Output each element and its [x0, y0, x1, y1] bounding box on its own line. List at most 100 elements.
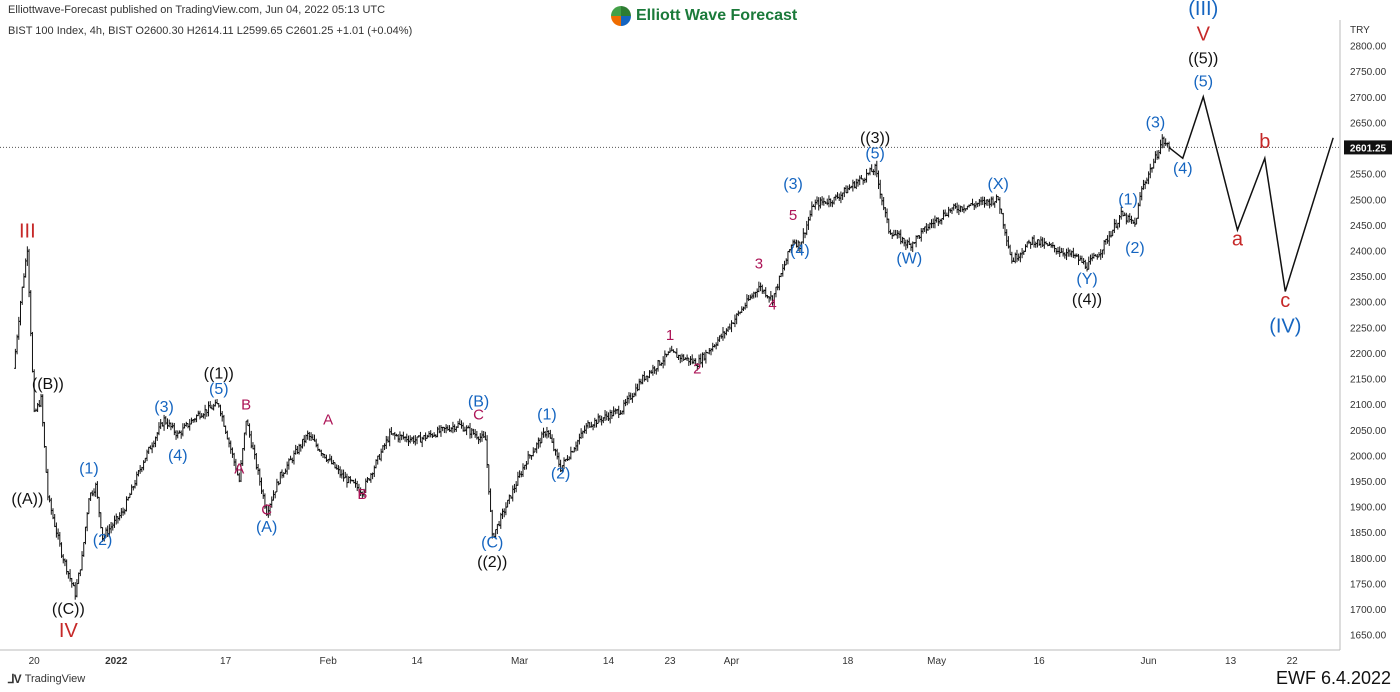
y-tick-label: 2350.00	[1350, 272, 1387, 283]
wave-label: (4)	[790, 243, 810, 260]
y-tick-label: 2500.00	[1350, 195, 1387, 206]
tradingview-logo: ⅃V TradingView	[8, 672, 85, 686]
wave-label: 3	[755, 255, 763, 272]
y-tick-label: 2800.00	[1350, 42, 1387, 53]
wave-label: ((3))	[860, 130, 890, 147]
wave-label: ((2))	[477, 554, 507, 571]
wave-label: (4)	[1173, 161, 1193, 178]
x-tick-label: 22	[1287, 656, 1299, 667]
y-tick-label: 1700.00	[1350, 605, 1387, 616]
y-tick-label: 2550.00	[1350, 170, 1387, 181]
wave-label: (5)	[1193, 74, 1213, 91]
y-tick-label: 1750.00	[1350, 579, 1387, 590]
y-tick-label: 2050.00	[1350, 426, 1387, 437]
wave-label: (2)	[93, 532, 113, 549]
x-tick-label: Feb	[320, 656, 338, 667]
x-tick-label: 23	[664, 656, 676, 667]
brand-name: Elliott Wave Forecast	[636, 7, 798, 24]
y-tick-label: 2250.00	[1350, 323, 1387, 334]
x-tick-label: 14	[411, 656, 423, 667]
wave-label: (Y)	[1076, 271, 1097, 288]
y-tick-label: 1800.00	[1350, 554, 1387, 565]
wave-label: ((4))	[1072, 291, 1102, 308]
last-price-tag	[1344, 140, 1392, 155]
wave-label: (IV)	[1269, 315, 1301, 337]
publish-info: Elliottwave-Forecast published on Tradin…	[8, 4, 386, 16]
wave-label: ((C))	[52, 601, 85, 618]
wave-label: B	[241, 396, 251, 413]
wave-label: A	[323, 412, 333, 429]
wave-label: (2)	[1125, 240, 1145, 257]
wave-label: (1)	[1118, 191, 1138, 208]
x-tick-label: Mar	[511, 656, 529, 667]
y-tick-label: 2650.00	[1350, 118, 1387, 129]
x-tick-label: 14	[603, 656, 615, 667]
tradingview-icon: ⅃V	[8, 672, 22, 686]
x-tick-label: 17	[220, 656, 232, 667]
y-tick-label: 1900.00	[1350, 503, 1387, 514]
wave-label: (1)	[537, 407, 557, 424]
wave-label: (3)	[783, 176, 803, 193]
y-tick-label: 1850.00	[1350, 528, 1387, 539]
wave-label: 2	[693, 360, 701, 377]
y-tick-label: 2000.00	[1350, 451, 1387, 462]
wave-label: (2)	[551, 465, 571, 482]
wave-label: C	[261, 501, 272, 518]
wave-label: ((5))	[1188, 51, 1218, 68]
ewf-logo-icon	[611, 6, 631, 26]
wave-label: 4	[768, 296, 776, 313]
y-tick-label: 2200.00	[1350, 349, 1387, 360]
wave-label: (X)	[987, 176, 1008, 193]
wave-label: (3)	[154, 399, 174, 416]
y-tick-label: 2700.00	[1350, 93, 1387, 104]
currency-label: TRY	[1350, 25, 1370, 36]
wave-label: A	[234, 460, 244, 477]
axes: 1650.00 1700.00 1750.00 1800.00 1850.00 1900.…	[0, 20, 1392, 667]
y-tick-label: 1650.00	[1350, 631, 1387, 642]
wave-label: (W)	[896, 250, 922, 267]
wave-label: ((A))	[11, 491, 43, 508]
wave-label: B	[357, 486, 367, 503]
wave-labels: III((B))((A))((C))IV(1)(2)(3)(4)((1))(5)…	[11, 0, 1301, 642]
wave-label: (A)	[256, 519, 277, 536]
wave-label: ((1))	[204, 366, 234, 383]
symbol-info: BIST 100 Index, 4h, BIST O2600.30 H2614.…	[8, 25, 413, 37]
wave-label: 1	[666, 327, 674, 344]
wave-label: (3)	[1146, 115, 1166, 132]
wave-label: 5	[789, 207, 797, 224]
wave-label: (5)	[865, 145, 885, 162]
x-tick-label: 20	[29, 656, 41, 667]
x-tick-label: Apr	[724, 656, 740, 667]
ewf-date: EWF 6.4.2022	[1276, 668, 1392, 688]
x-tick-label: 2022	[105, 656, 128, 667]
x-tick-label: Jun	[1141, 656, 1157, 667]
wave-label: (5)	[209, 381, 229, 398]
y-tick-label: 2300.00	[1350, 298, 1387, 309]
wave-label: c	[1280, 290, 1290, 312]
projection	[1168, 94, 1334, 292]
y-tick-label: 2450.00	[1350, 221, 1387, 232]
wave-label: (1)	[79, 460, 99, 477]
wave-label: (4)	[168, 447, 188, 464]
x-tick-label: 16	[1034, 656, 1046, 667]
y-tick-label: 2400.00	[1350, 246, 1387, 257]
wave-label: (III)	[1188, 0, 1218, 20]
y-tick-label: 1950.00	[1350, 477, 1387, 488]
wave-label: a	[1232, 228, 1244, 250]
x-tick-label: 18	[842, 656, 854, 667]
y-tick-label: 2150.00	[1350, 375, 1387, 386]
wave-label: (C)	[481, 535, 503, 552]
wave-label: ((B))	[32, 376, 64, 393]
candles	[14, 134, 1171, 600]
wave-label: III	[19, 221, 36, 243]
y-tick-label: 2100.00	[1350, 400, 1387, 411]
wave-label: C	[473, 407, 484, 424]
wave-label: IV	[59, 620, 79, 642]
x-tick-label: May	[927, 656, 946, 667]
wave-label: (B)	[468, 394, 489, 411]
wave-label: V	[1197, 23, 1211, 45]
tradingview-label: TradingView	[24, 673, 86, 685]
y-tick-label: 2750.00	[1350, 67, 1387, 78]
projection-path	[1168, 94, 1334, 292]
